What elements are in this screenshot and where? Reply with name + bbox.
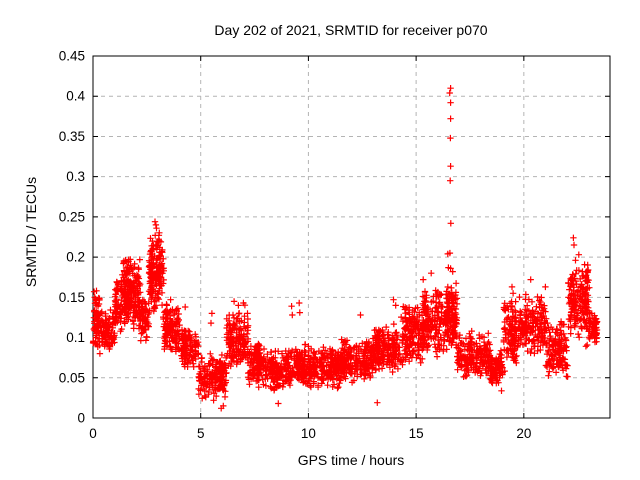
x-tick-label: 15	[409, 426, 424, 441]
y-axis-label: SRMTID / TECUs	[23, 177, 39, 287]
y-tick-label: 0.25	[59, 209, 85, 224]
x-tick-label: 0	[89, 426, 97, 441]
y-tick-label: 0.35	[59, 129, 85, 144]
y-tick-label: 0.45	[59, 49, 85, 64]
y-tick-label: 0	[77, 411, 85, 426]
y-tick-label: 0.05	[59, 370, 85, 385]
y-tick-label: 0.15	[59, 290, 85, 305]
y-tick-label: 0.2	[66, 250, 85, 265]
y-tick-label: 0.1	[66, 330, 85, 345]
x-tick-label: 5	[197, 426, 205, 441]
scatter-plus-markers	[89, 85, 601, 412]
tick-labels: 0 5 10 15 20 0 0.05 0.1 0.15 0.2 0.25 0.3 0.35 0.4 0.4…	[59, 49, 532, 442]
data-points	[89, 85, 601, 412]
x-tick-label: 10	[301, 426, 316, 441]
gridlines	[93, 56, 610, 418]
y-tick-label: 0.3	[66, 169, 85, 184]
chart-title: Day 202 of 2021, SRMTID for receiver p07…	[214, 22, 487, 38]
y-tick-label: 0.4	[66, 89, 85, 104]
x-tick-label: 20	[516, 426, 531, 441]
x-axis-label: GPS time / hours	[298, 452, 405, 468]
